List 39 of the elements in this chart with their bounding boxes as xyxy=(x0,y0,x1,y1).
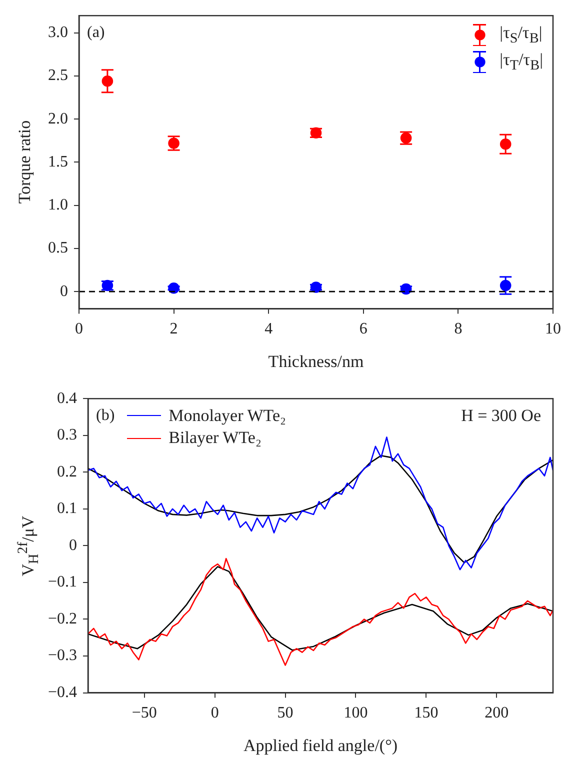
x-axis-title: Thickness/nm xyxy=(268,352,364,372)
y-tick-label: 0.2 xyxy=(57,463,78,480)
y-tick-label: 0.3 xyxy=(57,426,78,444)
point xyxy=(400,283,412,295)
point xyxy=(168,282,180,294)
y-tick-label: 1.0 xyxy=(48,196,68,214)
x-tick-label: 0 xyxy=(210,704,219,722)
y-tick-label: 0.4 xyxy=(57,390,78,407)
x-tick-label: 150 xyxy=(414,704,438,722)
y-tick-label: 2.0 xyxy=(48,110,68,128)
y-tick-label: 0.5 xyxy=(48,240,68,257)
y-tick-label: −0.2 xyxy=(48,610,78,628)
y-tick-label: 3.0 xyxy=(48,24,68,42)
x-tick-label: 2 xyxy=(170,320,178,338)
x-tick-label: 50 xyxy=(277,704,294,722)
x-tick-label: 8 xyxy=(454,320,462,338)
x-axis-title: Applied field angle/(°) xyxy=(243,736,398,756)
x-tick-label: 100 xyxy=(344,704,368,722)
annotation: (a) xyxy=(87,24,105,42)
annotation: (b) xyxy=(96,406,115,426)
legend-label: |τ$_{T}$/τ$_{B}$| xyxy=(500,50,543,74)
x-tick-label: 6 xyxy=(359,320,368,338)
y-tick-label: 2.5 xyxy=(48,67,68,84)
annotation: H = 300 Oe xyxy=(461,406,541,426)
x-tick-label: −50 xyxy=(132,704,157,722)
y-tick-label: 1.5 xyxy=(48,153,68,170)
y-tick-label: 0 xyxy=(69,536,78,554)
x-tick-label: 10 xyxy=(545,320,561,338)
legend-label: |τ$_{S}$/τ$_{B}$| xyxy=(500,22,542,47)
y-tick-label: 0.1 xyxy=(57,500,78,518)
y-tick-label: −0.3 xyxy=(48,647,78,664)
legend-label: Monolayer WTe₂ xyxy=(168,406,286,426)
y-tick-label: 0 xyxy=(60,282,68,300)
legend-label: Bilayer WTe₂ xyxy=(168,428,262,448)
y-axis-title: Torque ratio xyxy=(15,120,35,204)
y-tick-label: −0.1 xyxy=(48,574,78,591)
y-tick-label: −0.4 xyxy=(48,684,78,702)
x-tick-label: 200 xyxy=(484,704,509,722)
x-tick-label: 4 xyxy=(264,320,273,338)
